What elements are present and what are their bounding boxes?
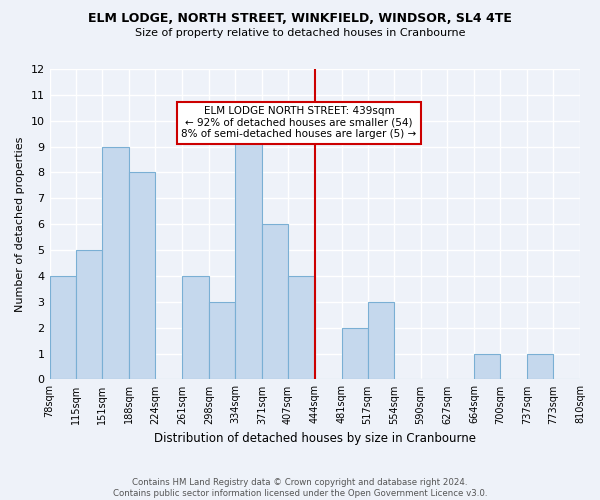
Text: ELM LODGE NORTH STREET: 439sqm
← 92% of detached houses are smaller (54)
8% of s: ELM LODGE NORTH STREET: 439sqm ← 92% of …	[181, 106, 416, 140]
Text: Size of property relative to detached houses in Cranbourne: Size of property relative to detached ho…	[135, 28, 465, 38]
Bar	[209, 302, 235, 380]
Text: ELM LODGE, NORTH STREET, WINKFIELD, WINDSOR, SL4 4TE: ELM LODGE, NORTH STREET, WINKFIELD, WIND…	[88, 12, 512, 26]
X-axis label: Distribution of detached houses by size in Cranbourne: Distribution of detached houses by size …	[154, 432, 476, 445]
Bar	[76, 250, 103, 380]
Bar	[474, 354, 500, 380]
Bar	[288, 276, 315, 380]
Bar	[341, 328, 368, 380]
Bar	[527, 354, 553, 380]
Text: Contains HM Land Registry data © Crown copyright and database right 2024.
Contai: Contains HM Land Registry data © Crown c…	[113, 478, 487, 498]
Y-axis label: Number of detached properties: Number of detached properties	[15, 136, 25, 312]
Bar	[103, 146, 129, 380]
Bar	[50, 276, 76, 380]
Bar	[262, 224, 288, 380]
Bar	[182, 276, 209, 380]
Bar	[129, 172, 155, 380]
Bar	[235, 120, 262, 380]
Bar	[368, 302, 394, 380]
